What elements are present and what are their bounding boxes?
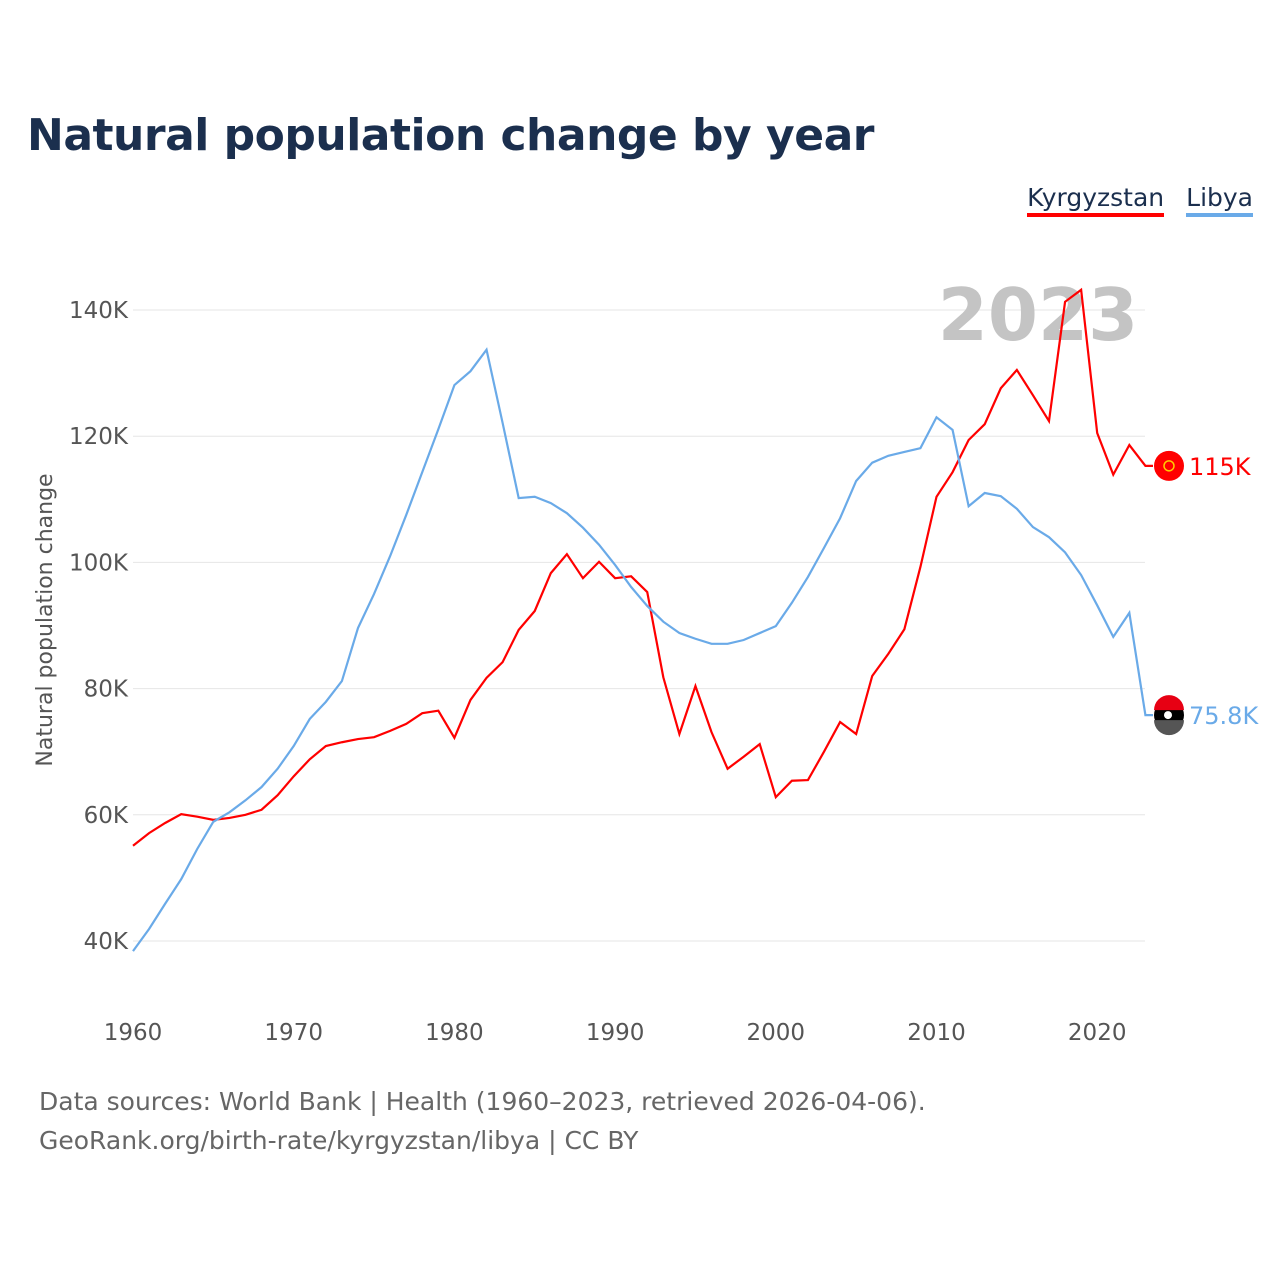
flag-red-band: [1154, 695, 1184, 711]
x-tick-label: 2010: [907, 1020, 966, 1046]
x-tick-label: 1980: [425, 1020, 484, 1046]
y-tick-label: 80K: [84, 677, 129, 703]
y-axis-label: Natural population change: [33, 473, 58, 766]
year-label: 2023: [938, 273, 1138, 357]
y-tick-label: 60K: [84, 803, 129, 829]
source-line-1: Data sources: World Bank | Health (1960–…: [39, 1087, 926, 1116]
x-tick-label: 2020: [1068, 1020, 1127, 1046]
flag-crescent-icon: [1164, 711, 1172, 720]
series-line-libya: [132, 347, 1153, 952]
series-line-kyrgyzstan: [132, 287, 1153, 847]
flag-sun-icon: [1163, 460, 1175, 472]
y-tick-label: 120K: [69, 424, 129, 450]
flag-kyrgyzstan-icon: [1154, 450, 1184, 481]
source-line-2[interactable]: GeoRank.org/birth-rate/kyrgyzstan/libya …: [39, 1126, 639, 1155]
end-value-label: 75.8K: [1189, 702, 1259, 730]
legend-libya[interactable]: Libya: [1186, 183, 1253, 217]
y-tick-label: 100K: [69, 550, 129, 576]
x-tick-label: 1960: [104, 1020, 163, 1046]
end-value-label: 115K: [1189, 453, 1252, 481]
legend-kyrgyzstan[interactable]: Kyrgyzstan: [1027, 183, 1165, 217]
x-tick-label: 1970: [264, 1020, 323, 1046]
flag-green-band: [1154, 720, 1184, 736]
x-tick-label: 2000: [747, 1020, 806, 1046]
y-tick-label: 40K: [84, 929, 129, 955]
legend: Kyrgyzstan Libya: [1027, 183, 1253, 217]
chart-title: Natural population change by year: [27, 110, 874, 161]
x-tick-label: 1990: [586, 1020, 645, 1046]
y-tick-label: 140K: [69, 298, 129, 324]
